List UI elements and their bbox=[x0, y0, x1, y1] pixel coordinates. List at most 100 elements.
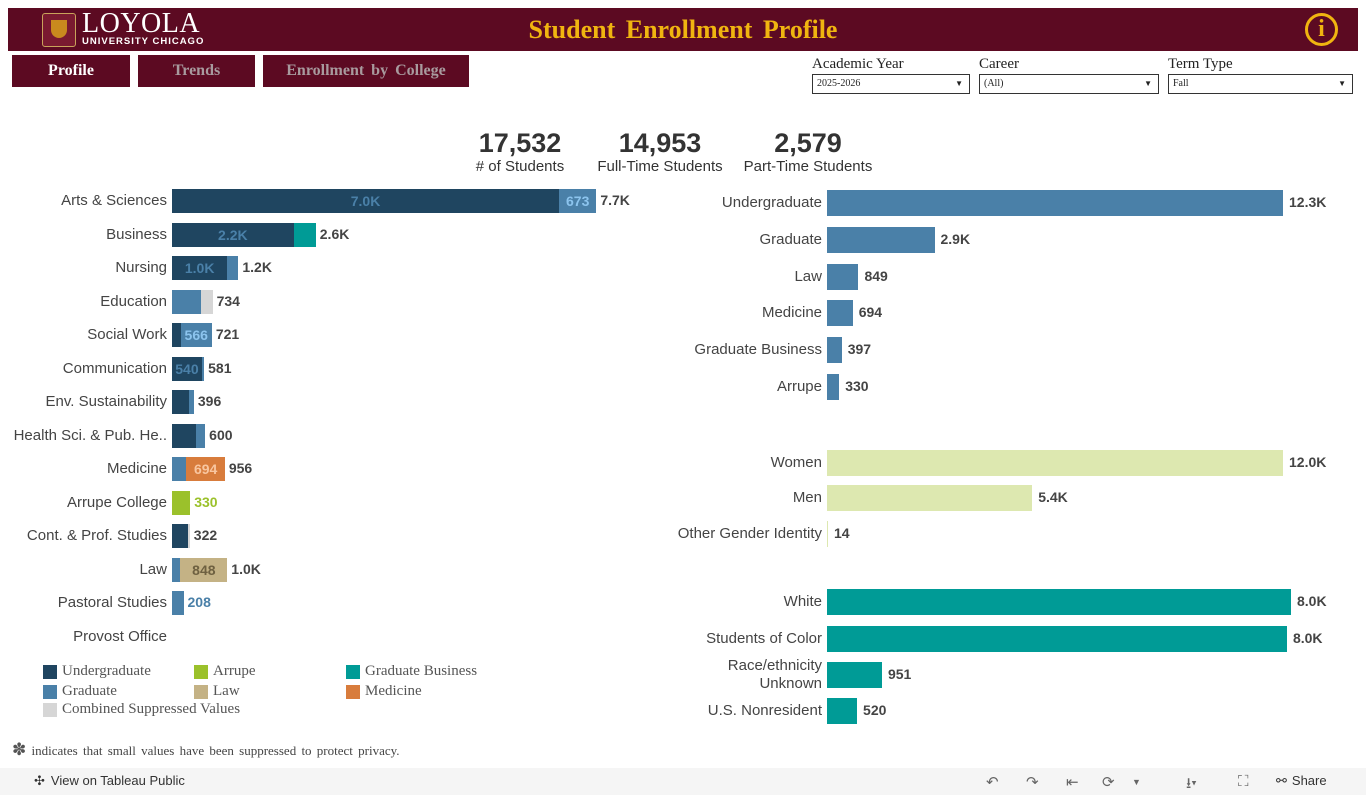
refresh-icon[interactable]: ⟳ bbox=[1102, 774, 1115, 791]
filter-label: Term Type bbox=[1168, 56, 1233, 72]
bar-segment-combined-suppressed-values[interactable] bbox=[188, 524, 190, 548]
bar-segment-graduate-business[interactable] bbox=[293, 222, 316, 247]
bar-segment-graduate[interactable] bbox=[172, 591, 184, 615]
row-label: Men bbox=[792, 489, 822, 506]
bar-arrupe[interactable] bbox=[827, 374, 840, 400]
bar-segment-undergraduate[interactable]: 540 bbox=[172, 356, 202, 381]
kpi-label: Full-Time Students bbox=[597, 158, 723, 175]
legend-item-medicine[interactable]: Medicine bbox=[346, 683, 422, 700]
legend-label: Medicine bbox=[365, 683, 422, 699]
bar-other-gender-identity[interactable] bbox=[827, 521, 828, 547]
legend-swatch bbox=[194, 684, 208, 699]
bar-segment-undergraduate[interactable]: 1.0K bbox=[172, 256, 228, 280]
bar-segment-medicine[interactable]: 694 bbox=[186, 457, 225, 481]
bar-segment-graduate[interactable] bbox=[195, 423, 206, 448]
bar-segment-graduate[interactable] bbox=[227, 256, 239, 280]
download-icon[interactable]: ⭳▾ bbox=[1186, 775, 1197, 792]
view-on-tableau-link[interactable]: ✣ View on Tableau Public bbox=[34, 773, 185, 789]
bar-men[interactable] bbox=[827, 485, 1033, 511]
bar-total-label: 330 bbox=[194, 493, 218, 510]
undo-icon[interactable]: ↶ bbox=[986, 774, 999, 791]
row-label: U.S. Nonresident bbox=[707, 702, 822, 719]
bar-total-label: 600 bbox=[209, 426, 233, 443]
bar-graduate[interactable] bbox=[827, 227, 935, 253]
legend-swatch bbox=[43, 702, 57, 717]
kpi-value: 17,532 bbox=[478, 128, 562, 158]
bar-medicine[interactable] bbox=[827, 300, 853, 326]
bar-value-label: 8.0K bbox=[1292, 630, 1323, 646]
tab-trends[interactable]: Trends bbox=[138, 55, 255, 87]
legend-label: Graduate Business bbox=[365, 663, 478, 679]
kpi-part-time: 2,579 Part-Time Students bbox=[738, 128, 878, 175]
bar-segment-arrupe[interactable] bbox=[172, 490, 191, 515]
bar-segment-undergraduate[interactable] bbox=[172, 423, 196, 448]
bar-segment-graduate[interactable] bbox=[189, 390, 194, 414]
bar-undergraduate[interactable] bbox=[827, 190, 1283, 216]
bar-segment-graduate[interactable] bbox=[172, 457, 187, 481]
legend-item-graduate[interactable]: Graduate bbox=[43, 683, 117, 700]
legend-swatch bbox=[194, 664, 208, 679]
bar-segment-graduate[interactable] bbox=[201, 356, 205, 381]
legend-swatch bbox=[346, 684, 360, 699]
career-select[interactable]: (All) bbox=[979, 74, 1159, 94]
logo-text: LOYOLA bbox=[82, 8, 201, 39]
bar-value-label: 951 bbox=[887, 666, 912, 682]
info-circle-icon[interactable]: i bbox=[1305, 13, 1338, 46]
legend-item-undergraduate[interactable]: Undergraduate bbox=[43, 663, 151, 680]
term-type-select[interactable]: Fall bbox=[1168, 74, 1353, 94]
kpi-value: 14,953 bbox=[618, 128, 702, 158]
legend-item-arrupe[interactable]: Arrupe bbox=[194, 663, 255, 680]
row-label: Other Gender Identity bbox=[677, 525, 822, 542]
note-text: indicates that small values have been su… bbox=[31, 743, 400, 758]
fullscreen-icon[interactable]: ⛶ bbox=[1238, 773, 1249, 790]
bar-white[interactable] bbox=[827, 589, 1291, 615]
row-label: Arts & Sciences bbox=[61, 192, 167, 209]
bar-total-label: 734 bbox=[216, 292, 240, 309]
bar-segment-law[interactable]: 848 bbox=[180, 557, 228, 582]
bar-segment-undergraduate[interactable]: 2.2K bbox=[172, 222, 294, 247]
bar-u-s-nonresident[interactable] bbox=[827, 698, 858, 724]
bar-total-label: 581 bbox=[208, 359, 232, 376]
bar-value-label: 694 bbox=[858, 304, 883, 320]
bar-total-label: 956 bbox=[228, 460, 253, 476]
bar-value-label: 5.4K bbox=[1038, 489, 1068, 505]
loyola-logo: LOYOLA UNIVERSITY CHICAGO bbox=[42, 8, 204, 47]
bar-segment-undergraduate[interactable]: 7.0K bbox=[172, 189, 560, 213]
row-label: Women bbox=[770, 454, 822, 471]
row-label: Graduate Business bbox=[694, 341, 822, 358]
bar-law[interactable] bbox=[827, 264, 859, 290]
bar-total-label: 1.2K bbox=[242, 259, 272, 275]
row-label: Undergraduate bbox=[721, 194, 822, 211]
bar-segment-graduate[interactable] bbox=[172, 557, 181, 582]
academic-year-select[interactable]: 2025-2026 bbox=[812, 74, 970, 94]
privacy-note: ✽ indicates that small values have been … bbox=[12, 740, 400, 760]
row-label: Graduate bbox=[759, 231, 822, 248]
header-bar: LOYOLA UNIVERSITY CHICAGO Student Enrollm… bbox=[8, 8, 1358, 51]
legend-item-law[interactable]: Law bbox=[194, 683, 240, 700]
bar-segment-graduate[interactable] bbox=[172, 289, 202, 314]
revert-icon[interactable]: ⇤ bbox=[1066, 774, 1079, 791]
bar-segment-graduate[interactable]: 566 bbox=[180, 323, 212, 347]
bar-students-of-color[interactable] bbox=[827, 626, 1287, 652]
bar-segment-undergraduate[interactable] bbox=[172, 323, 181, 347]
share-button[interactable]: ⚯ Share bbox=[1276, 773, 1327, 789]
filter-label: Career bbox=[979, 56, 1019, 72]
bar-segment-undergraduate[interactable] bbox=[172, 524, 189, 548]
tab-enrollment-by-college[interactable]: Enrollment by College bbox=[263, 55, 469, 87]
legend-item-combined-suppressed-values[interactable]: Combined Suppressed Values bbox=[43, 701, 240, 718]
bar-segment-undergraduate[interactable] bbox=[172, 390, 190, 414]
bar-segment-graduate[interactable]: 673 bbox=[559, 189, 597, 213]
bar-graduate-business[interactable] bbox=[827, 337, 842, 363]
bar-race-ethnicity-unknown[interactable] bbox=[827, 662, 882, 688]
bar-women[interactable] bbox=[827, 450, 1283, 476]
row-label: Social Work bbox=[87, 326, 167, 343]
row-label: Students of Color bbox=[706, 630, 822, 647]
bar-segment-combined-suppressed-values[interactable] bbox=[201, 289, 213, 314]
tab-profile[interactable]: Profile bbox=[12, 55, 130, 87]
filter-career: Career (All) bbox=[979, 56, 1159, 94]
redo-icon[interactable]: ↷ bbox=[1026, 774, 1039, 791]
chevron-down-icon[interactable]: ▼ bbox=[1132, 777, 1141, 787]
kpi-full-time: 14,953 Full-Time Students bbox=[590, 128, 730, 175]
view-label: View on Tableau Public bbox=[50, 773, 185, 788]
legend-item-graduate-business[interactable]: Graduate Business bbox=[346, 663, 477, 680]
